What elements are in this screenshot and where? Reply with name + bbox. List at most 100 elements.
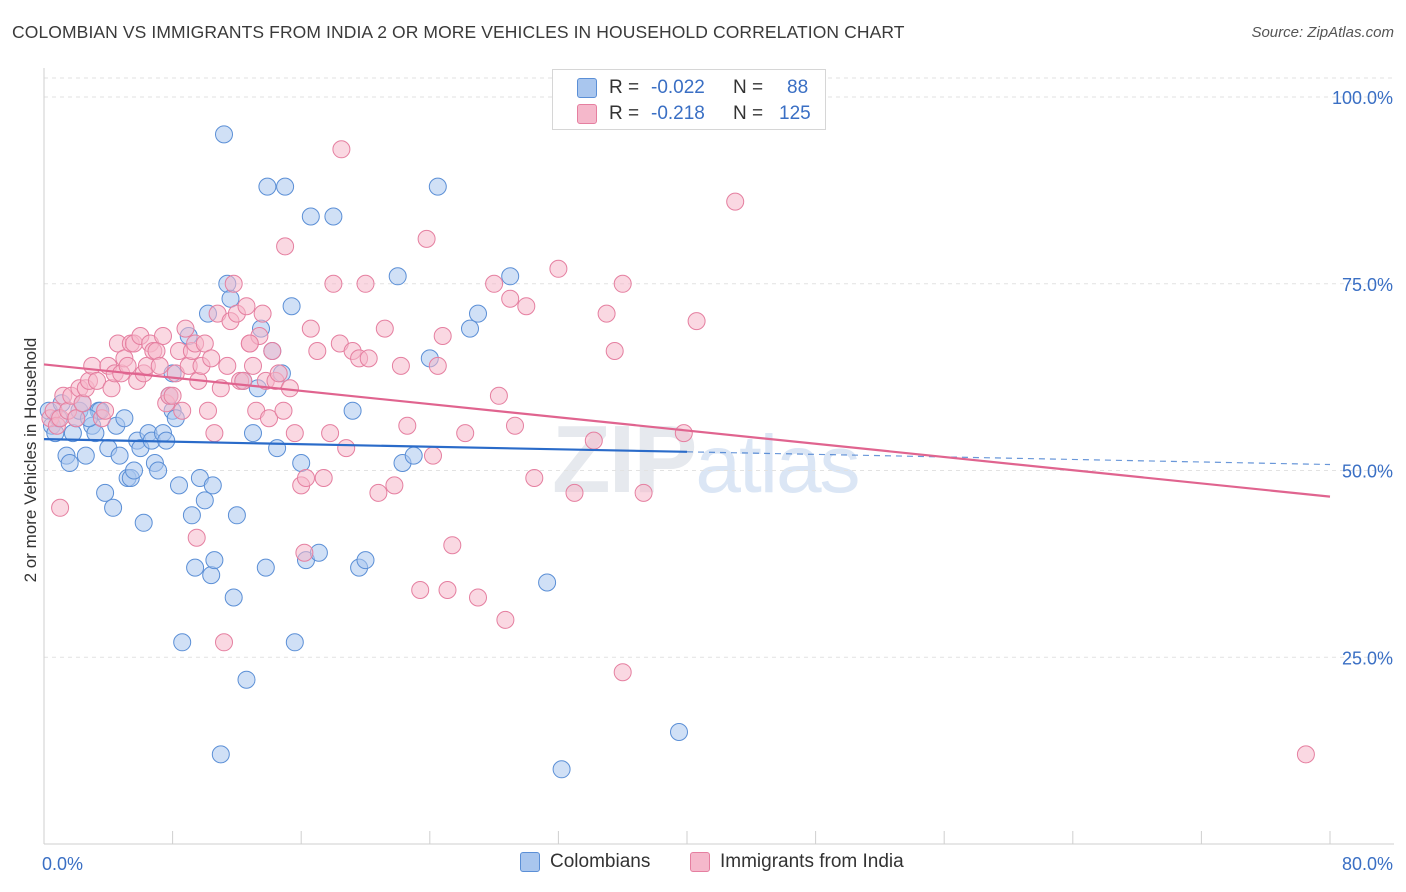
colombian-point — [244, 424, 262, 443]
india-point — [565, 483, 584, 502]
colombian-point — [292, 454, 311, 472]
india-point — [237, 297, 256, 316]
india-point — [187, 528, 206, 547]
source-label: Source: ZipAtlas.com — [1251, 24, 1394, 41]
india-point — [173, 401, 192, 420]
colombian-point — [428, 177, 447, 196]
india-point — [195, 334, 214, 353]
india-point — [295, 543, 314, 562]
india-point — [428, 356, 447, 375]
india-point — [356, 274, 375, 293]
india-point — [199, 401, 217, 420]
y-tick-label: 75.0% — [1342, 275, 1393, 295]
india-point — [469, 588, 487, 607]
india-point — [215, 633, 233, 652]
india-point — [417, 229, 436, 248]
india-point — [147, 342, 166, 360]
india-point — [154, 327, 172, 345]
india-point — [438, 581, 457, 599]
india-point — [118, 356, 137, 375]
india-point — [67, 409, 86, 428]
india-point — [263, 342, 282, 360]
india-point — [324, 274, 343, 293]
colombian-point — [301, 207, 320, 226]
colombian-point — [96, 483, 115, 502]
india-point — [244, 356, 262, 375]
india-point — [411, 581, 430, 599]
india-point — [88, 371, 106, 390]
colombian-point — [134, 513, 153, 532]
correlation-legend: R = -0.022 N = 88 R = -0.218 N = 125 — [552, 69, 826, 130]
india-point — [485, 274, 504, 293]
india-point — [549, 259, 568, 278]
india-point — [274, 401, 293, 420]
india-point — [517, 297, 536, 316]
india-point — [51, 498, 70, 517]
chart-title: COLOMBIAN VS IMMIGRANTS FROM INDIA 2 OR … — [12, 22, 905, 42]
india-point — [321, 424, 340, 443]
colombian-point — [276, 177, 295, 196]
colombian-point — [285, 633, 304, 652]
india-point — [674, 424, 693, 443]
axes — [43, 68, 1394, 845]
india-point — [314, 469, 333, 487]
colombian-point — [268, 439, 287, 458]
legend-row-colombians: R = -0.022 N = 88 — [577, 76, 808, 100]
india-point — [205, 424, 224, 443]
colombian-point — [195, 491, 214, 510]
colombian-point — [205, 551, 224, 570]
colombian-point — [404, 446, 423, 465]
colombian-trend-extension — [686, 451, 1331, 466]
colombian-point — [224, 588, 243, 607]
india-point — [285, 424, 304, 443]
india-point — [260, 409, 278, 428]
india-point — [253, 304, 272, 323]
india-point — [73, 394, 92, 413]
colombian-point — [110, 446, 129, 465]
colombian-point — [670, 723, 688, 741]
colombian-point — [501, 267, 520, 286]
india-point — [176, 319, 195, 338]
india-point — [234, 371, 253, 390]
x-tick-label-max: 80.0% — [1342, 854, 1393, 874]
india-point — [424, 446, 442, 465]
legend-label-india: Immigrants from India — [720, 851, 904, 872]
colombian-point — [356, 551, 375, 570]
india-point — [102, 379, 121, 398]
n-value: 125 — [779, 103, 811, 124]
colombian-point — [104, 498, 123, 517]
legend-row-india: R = -0.218 N = 125 — [577, 102, 811, 126]
blue-swatch — [577, 78, 597, 98]
india-point — [83, 356, 102, 375]
india-point — [443, 536, 462, 555]
india-point — [269, 364, 288, 383]
y-axis-title: 2 or more Vehicles in Household — [21, 338, 40, 583]
pink-swatch — [577, 104, 597, 124]
colombian-point — [469, 304, 487, 323]
colombian-point — [182, 506, 201, 525]
n-label: N = — [733, 103, 764, 124]
colombian-point — [388, 267, 407, 286]
india-point — [634, 483, 653, 502]
r-value: -0.022 — [651, 77, 705, 98]
axis-labels: 100.0% 75.0% 50.0% 25.0% 0.0% 80.0% 2 or more … — [21, 88, 1393, 874]
colombian-point — [60, 454, 79, 472]
colombian-trend-line — [43, 438, 688, 453]
colombian-point — [86, 424, 105, 443]
india-point — [150, 356, 169, 375]
trend-lines — [43, 363, 1331, 498]
india-point — [385, 476, 404, 495]
india-point — [489, 386, 508, 405]
india-point — [96, 401, 115, 420]
y-tick-label: 100.0% — [1332, 88, 1393, 108]
r-value: -0.218 — [651, 103, 705, 124]
colombian-point — [186, 558, 205, 577]
india-point — [375, 319, 394, 338]
india-point — [605, 342, 624, 360]
india-point — [202, 349, 221, 368]
colombian-point — [343, 401, 362, 420]
r-label: R = — [609, 77, 640, 98]
pink-swatch — [690, 852, 710, 872]
colombian-point — [258, 177, 277, 196]
